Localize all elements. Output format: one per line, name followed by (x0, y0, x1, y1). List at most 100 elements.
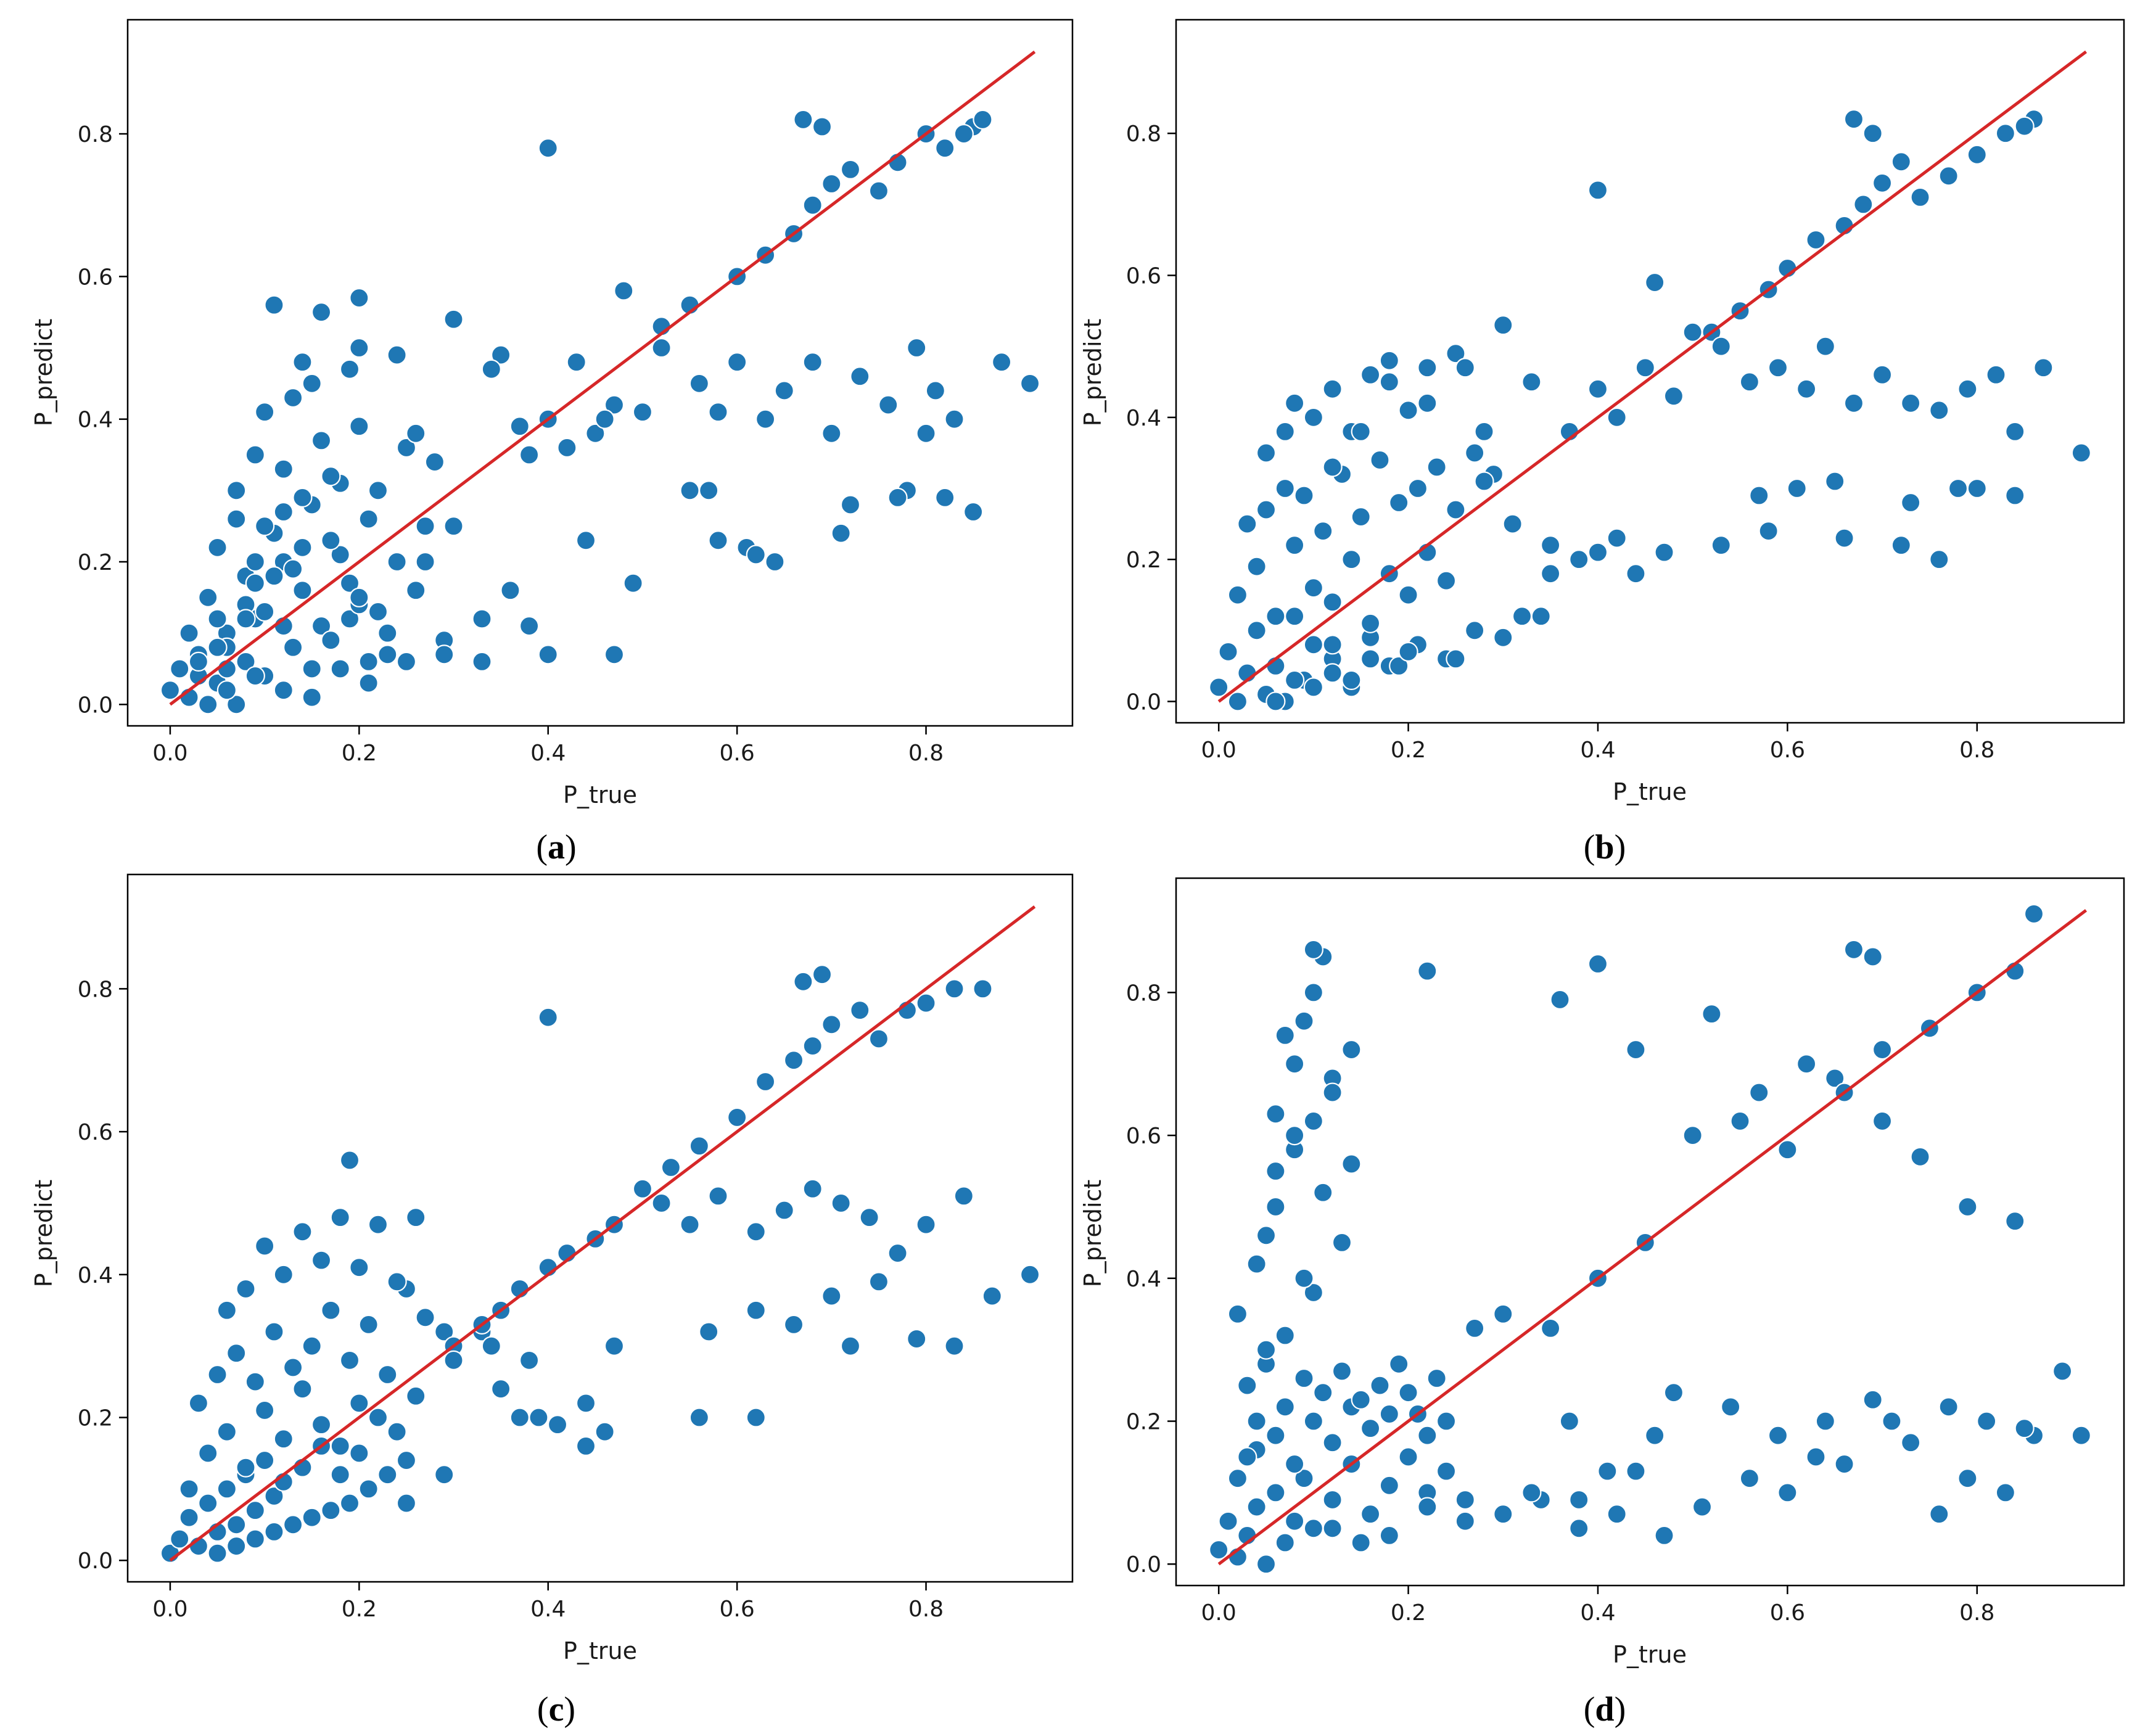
panel-b-point (1285, 535, 1305, 556)
panel-a-xtick-label: 0.4 (530, 741, 566, 766)
panel-c-point (708, 1186, 728, 1206)
panel-d-point (1901, 1433, 1921, 1453)
panel-b-point (1758, 520, 1779, 541)
panel-d-point (1313, 1182, 1333, 1203)
panel-a-caption: (a) (536, 828, 576, 866)
panel-b-point (1607, 407, 1627, 427)
panel-a-point (434, 644, 455, 665)
panel-c: 0.0 0.2 0.4 0.6 0.8 0.0 0.2 0.4 0.6 0.8 P_true P_… (30, 873, 1074, 1729)
panel-b-point (1502, 514, 1523, 534)
panel-d-point (1417, 961, 1438, 981)
panel-b-point (1938, 166, 1959, 186)
panel-b-point (1285, 670, 1305, 691)
panel-d-point (1550, 989, 1570, 1010)
panel-b-point (1967, 144, 1987, 165)
panel-a-point (292, 352, 313, 372)
panel-b-point (1910, 187, 1930, 207)
panel-a-point (935, 487, 955, 508)
panel-c-point (170, 1529, 190, 1549)
panel-b-point (1825, 471, 1845, 492)
panel-a-reference-line (169, 51, 1036, 706)
panel-d-point (1607, 1504, 1627, 1524)
panel-c-point (245, 1372, 265, 1392)
panel-a-point (406, 423, 426, 443)
panel-c-point (179, 1507, 199, 1528)
panel-a-point (273, 501, 294, 522)
panel-b-point (1265, 691, 1286, 712)
panel-c-point (491, 1379, 511, 1399)
panel-c-point (443, 1350, 464, 1370)
panel-a-point (245, 445, 265, 465)
panel-d-point (1398, 1383, 1418, 1403)
panel-c-point (850, 1000, 870, 1021)
panel-b-point (1739, 372, 1759, 392)
panel-a-point (170, 659, 190, 679)
panel-c-point (245, 1500, 265, 1521)
panel-b-ytick-label: 0.2 (1126, 548, 1161, 573)
panel-d-point (1275, 1397, 1295, 1417)
panel-b-point (1995, 123, 2015, 144)
panel-b-point (1815, 336, 1835, 356)
panel-b-point (1493, 315, 1513, 335)
panel-a-point (207, 537, 228, 557)
panel-b-point (1379, 350, 1399, 371)
panel-a-point (604, 644, 625, 665)
panel-a-point (302, 659, 322, 679)
panel-b-caption-close: ) (1615, 828, 1626, 866)
panel-a-point (283, 559, 303, 579)
panel-b-point (1768, 358, 1788, 378)
panel-d-point (2071, 1425, 2091, 1446)
panel-b-point (1474, 421, 1494, 442)
panel-c-point (387, 1272, 407, 1292)
panel-d-point (1294, 1468, 1314, 1489)
panel-d-point (1768, 1425, 1788, 1446)
panel-c-point (746, 1222, 766, 1242)
panel-d-point (1360, 1418, 1381, 1439)
panel-b-caption-open: ( (1584, 828, 1595, 866)
panel-c-point (179, 1479, 199, 1499)
panel-c-point (198, 1493, 218, 1513)
panel-c-point (207, 1364, 228, 1385)
panel-d-point (2023, 903, 2044, 924)
panel-b-point (1957, 379, 1978, 399)
panel-d-ytick-label: 0.0 (1126, 1552, 1161, 1578)
panel-c-point (755, 1071, 776, 1092)
panel-d-point (1379, 1475, 1399, 1495)
panel-c-xtick-label: 0.2 (342, 1597, 377, 1622)
panel-b-point (2033, 358, 2054, 378)
panel-c-caption-open: ( (537, 1690, 549, 1729)
panel-b-xtick-label: 0.2 (1391, 738, 1426, 763)
panel-c-point (575, 1393, 596, 1413)
panel-d-point (1246, 1497, 1267, 1517)
panel-c-point (831, 1193, 851, 1214)
panel-b-point (1389, 492, 1409, 513)
panel-a-xtick-label: 0.6 (720, 741, 755, 766)
panel-a-point (689, 373, 709, 393)
panel-a-point (198, 694, 218, 715)
panel-c-point (302, 1336, 322, 1356)
panel-d-point (1341, 1039, 1362, 1060)
panel-a-point (557, 437, 577, 458)
panel-a-point (321, 630, 341, 651)
panel-a-point (321, 466, 341, 487)
panel-c-point (311, 1250, 332, 1270)
panel-c-point (821, 1286, 842, 1306)
panel-a-point (916, 423, 936, 443)
panel-a-point (292, 537, 313, 557)
panel-d-point (1587, 953, 1608, 974)
panel-c-point (887, 1243, 908, 1264)
panel-d-point (1645, 1425, 1665, 1446)
panel-d-point (2005, 1211, 2025, 1232)
panel-a-point (302, 373, 322, 393)
panel-c-point (349, 1257, 369, 1278)
panel-a-point (443, 309, 464, 329)
panel-a-point (358, 673, 379, 693)
panel-b-point (1796, 379, 1817, 399)
panel-d-reference-line (1217, 909, 2088, 1566)
panel-a-point (755, 409, 776, 429)
panel-d-ytick-label: 0.8 (1126, 981, 1161, 1006)
panel-a-point (396, 651, 417, 672)
panel-d-point (1721, 1397, 1741, 1417)
panel-c-caption-letter: c (549, 1690, 564, 1729)
panel-c-point (292, 1222, 313, 1242)
